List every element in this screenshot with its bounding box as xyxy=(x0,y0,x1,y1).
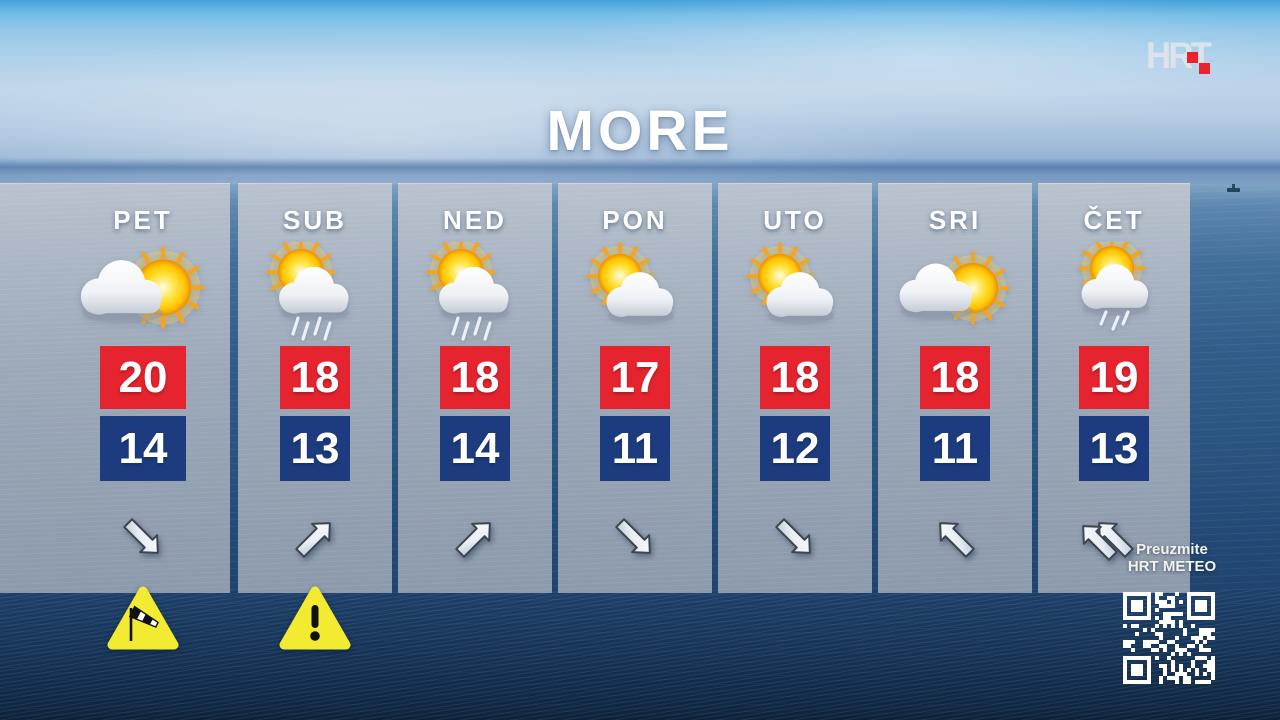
forecast-column: UTO 18 12 xyxy=(718,183,872,593)
weather-icon xyxy=(735,242,855,342)
day-label: SUB xyxy=(283,205,347,235)
high-temperature: 19 xyxy=(1079,346,1149,409)
boat xyxy=(1227,184,1240,192)
hrt-logo: HRT xyxy=(1146,36,1218,78)
high-temperature: 18 xyxy=(760,346,830,409)
day-label: ČET xyxy=(1083,205,1145,235)
hrt-logo-red-square xyxy=(1199,63,1210,74)
weather-icon xyxy=(255,237,375,342)
low-temperature: 11 xyxy=(920,416,990,481)
low-temperature: 11 xyxy=(600,416,670,481)
sea-horizon xyxy=(0,158,1280,184)
high-temperature: 18 xyxy=(440,346,510,409)
wind-direction-arrow xyxy=(281,504,349,572)
forecast-column: ČET 19 13 xyxy=(1038,183,1190,593)
forecast-column: SRI 18 11 xyxy=(878,183,1032,593)
wind-direction-arrow xyxy=(1080,504,1148,572)
wind-direction-arrow xyxy=(761,504,829,572)
high-temperature: 18 xyxy=(920,346,990,409)
low-temperature: 12 xyxy=(760,416,830,481)
weather-icon xyxy=(895,242,1015,342)
promo-text: Preuzmite HRT METEO xyxy=(1122,541,1222,575)
forecast-column: NED 18 14 xyxy=(398,183,552,593)
weather-icon xyxy=(415,237,535,342)
wind-direction-arrow xyxy=(601,504,669,572)
weather-icon xyxy=(76,236,210,348)
high-temperature: 20 xyxy=(100,346,186,409)
promo-line2: HRT METEO xyxy=(1127,558,1217,575)
forecast-column: PON 17 11 xyxy=(558,183,712,593)
low-temperature: 13 xyxy=(1079,416,1149,481)
hrt-logo-red-square xyxy=(1187,52,1198,63)
wind-direction-arrow xyxy=(441,504,509,572)
high-temperature: 18 xyxy=(280,346,350,409)
wind-direction-arrow xyxy=(109,504,177,572)
low-temperature: 13 xyxy=(280,416,350,481)
day-label: UTO xyxy=(763,205,827,235)
qr-code xyxy=(1123,592,1215,684)
weather-icon xyxy=(575,242,695,342)
forecast-column: PET 20 14 xyxy=(0,183,230,650)
high-temperature: 17 xyxy=(600,346,670,409)
warning-sign xyxy=(278,583,352,653)
day-label: SRI xyxy=(928,205,982,235)
warning-sign xyxy=(106,583,180,653)
forecast-column: SUB 18 13 xyxy=(238,183,392,650)
sky-background xyxy=(0,0,1280,184)
weather-icon xyxy=(1054,234,1174,342)
day-label: NED xyxy=(443,205,507,235)
day-label: PET xyxy=(113,205,173,235)
day-label: PON xyxy=(602,205,668,235)
page-title: MORE xyxy=(546,99,734,163)
forecast-grid: PET 20 14 SUB xyxy=(0,183,1280,650)
wind-direction-arrow xyxy=(921,504,989,572)
promo-line1: Preuzmite xyxy=(1136,541,1208,558)
low-temperature: 14 xyxy=(440,416,510,481)
low-temperature: 14 xyxy=(100,416,186,481)
